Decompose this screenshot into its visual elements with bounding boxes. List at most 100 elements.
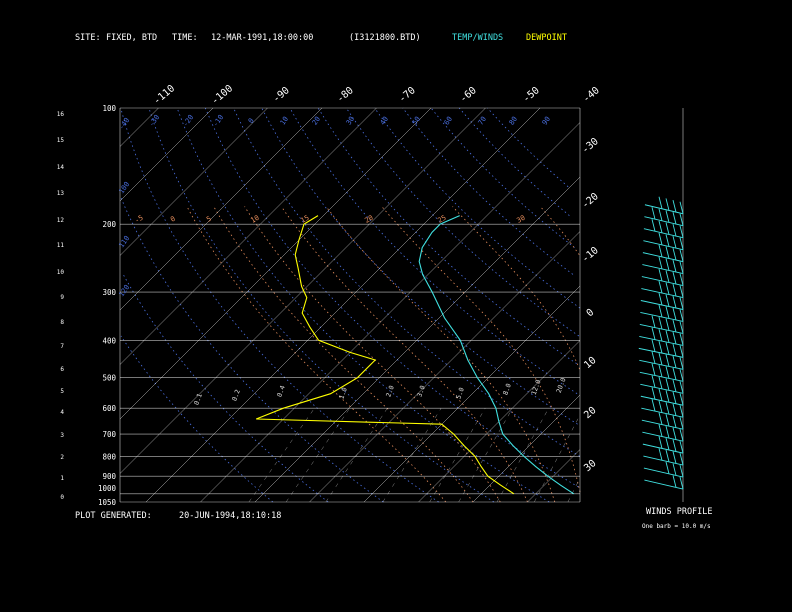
mixing-ratio-label: 5.0: [454, 386, 466, 400]
temperature-tick-label: 10: [582, 355, 598, 371]
wind-barb-flag: [679, 273, 684, 286]
wind-barb-flag: [658, 196, 663, 209]
moist-adiabat: [281, 206, 528, 503]
mixing-ratio-line: [248, 408, 315, 503]
dry-adiabat: [233, 107, 581, 457]
wind-barb-flag: [665, 378, 670, 391]
wind-barb-flag: [672, 403, 677, 416]
moist-adiabat-label: 25: [436, 214, 447, 225]
temperature-tick-label: -110: [152, 83, 178, 107]
height-km-tick-label: 12: [57, 217, 65, 224]
isotherm-line: [472, 394, 581, 503]
moist-adiabat: [186, 206, 447, 503]
mixing-ratio-label: 20.0: [555, 377, 568, 395]
profiles-layer: [255, 215, 575, 495]
wind-barb-staff: [641, 276, 684, 287]
height-km-tick-label: 13: [57, 190, 65, 197]
height-km-tick-label: 16: [57, 111, 65, 118]
wind-barb-flag: [665, 437, 670, 451]
wind-barb-flag: [679, 441, 684, 454]
dry-adiabat: [120, 107, 439, 503]
dry-adiabat: [430, 107, 575, 248]
height-km-tick-label: 4: [60, 409, 64, 416]
dry-adiabat: [261, 107, 578, 425]
wind-barb-flag: [658, 316, 663, 330]
wind-barb-flag: [672, 427, 677, 440]
height-km-tick-label: 9: [60, 294, 64, 301]
wind-barb-staff: [642, 252, 684, 263]
wind-barb-flag: [672, 235, 677, 249]
wind-barb-flag: [651, 219, 656, 232]
wind-barb-flag: [679, 476, 684, 490]
wind-barb-flag: [658, 436, 663, 449]
plot-generated-label: PLOT GENERATED:: [75, 511, 152, 521]
wind-barb-flag: [658, 256, 663, 270]
wind-barb-flag: [672, 283, 677, 297]
wind-barb-staff: [643, 455, 684, 466]
pressure-tick-label: 600: [102, 404, 116, 413]
temperature-tick-label: -40: [581, 85, 602, 105]
wind-barb-flag: [672, 223, 677, 237]
mixing-ratio-line: [458, 408, 513, 503]
dewpoint-profile-line: [255, 215, 515, 495]
wind-barb-flag: [679, 429, 684, 442]
wind-barb-flag: [679, 345, 684, 358]
dry-adiabat-label: 10: [279, 115, 290, 127]
wind-barb-flag: [679, 297, 684, 310]
pressure-tick-label: 1000: [98, 484, 117, 493]
dry-adiabat: [120, 335, 274, 503]
dry-adiabat: [289, 107, 578, 395]
wind-barb-flag: [679, 369, 684, 382]
dry-adiabat: [345, 107, 580, 337]
height-km-tick-label: 8: [60, 319, 64, 326]
wind-barb-flag: [665, 294, 670, 307]
pressure-tick-label: 1050: [98, 498, 117, 507]
dry-adiabat-label: 40: [379, 115, 390, 127]
wind-barb-flag: [672, 271, 677, 285]
moist-adiabat: [381, 206, 581, 493]
moist-adiabat-label: -5: [133, 214, 144, 225]
wind-barb-flag: [679, 285, 684, 298]
dry-adiabat: [487, 107, 569, 188]
mixing-ratio-layer: [248, 408, 581, 503]
wind-barb-flag: [665, 449, 670, 463]
mixing-ratio-label: 8.0: [501, 382, 513, 396]
pressure-tick-label: 200: [102, 220, 116, 229]
wind-barb-flag: [658, 400, 663, 413]
height-km-tick-label: 2: [60, 454, 64, 461]
wind-barb-flag: [679, 393, 684, 406]
moist-adiabat-label: 0: [169, 215, 177, 224]
wind-barb-flag: [665, 234, 670, 247]
wind-barb-flag: [665, 306, 670, 319]
dry-adiabat-label: 60: [443, 115, 454, 127]
dry-adiabat: [122, 274, 329, 503]
wind-barb-flag: [672, 367, 677, 380]
wind-barb-staff: [643, 228, 684, 239]
wind-barb-flag: [672, 379, 677, 392]
pressure-tick-label: 300: [102, 288, 116, 297]
height-km-tick-label: 11: [57, 242, 65, 249]
plot-generated-value: 20-JUN-1994,18:10:18: [179, 511, 282, 521]
wind-barb-staff: [644, 216, 684, 227]
wind-barb-flag: [651, 387, 656, 400]
wind-barb-flag: [679, 464, 684, 478]
temperature-tick-label: -60: [458, 85, 479, 105]
height-km-tick-label: 1: [60, 475, 64, 482]
temperature-tick-label: -90: [271, 85, 292, 105]
wind-barb-flag: [651, 207, 656, 220]
pressure-tick-label: 900: [102, 472, 116, 481]
height-km-tick-label: 7: [60, 343, 64, 350]
isotherm-line: [363, 285, 581, 503]
mixing-ratio-label: 3.0: [415, 384, 427, 398]
isotherm-line: [119, 107, 323, 311]
wind-barb-flag: [679, 213, 684, 226]
temperature-tick-label: -30: [580, 136, 601, 156]
wind-barb-flag: [672, 475, 677, 488]
moist-adiabat: [244, 206, 501, 503]
dry-adiabat-label: -10: [211, 113, 225, 128]
wind-barb-flag: [665, 282, 670, 295]
moist-adiabat-label: 15: [299, 214, 310, 225]
wind-barb-flag: [672, 343, 677, 357]
pressure-tick-label: 500: [102, 374, 116, 383]
height-km-tick-label: 15: [57, 137, 65, 144]
